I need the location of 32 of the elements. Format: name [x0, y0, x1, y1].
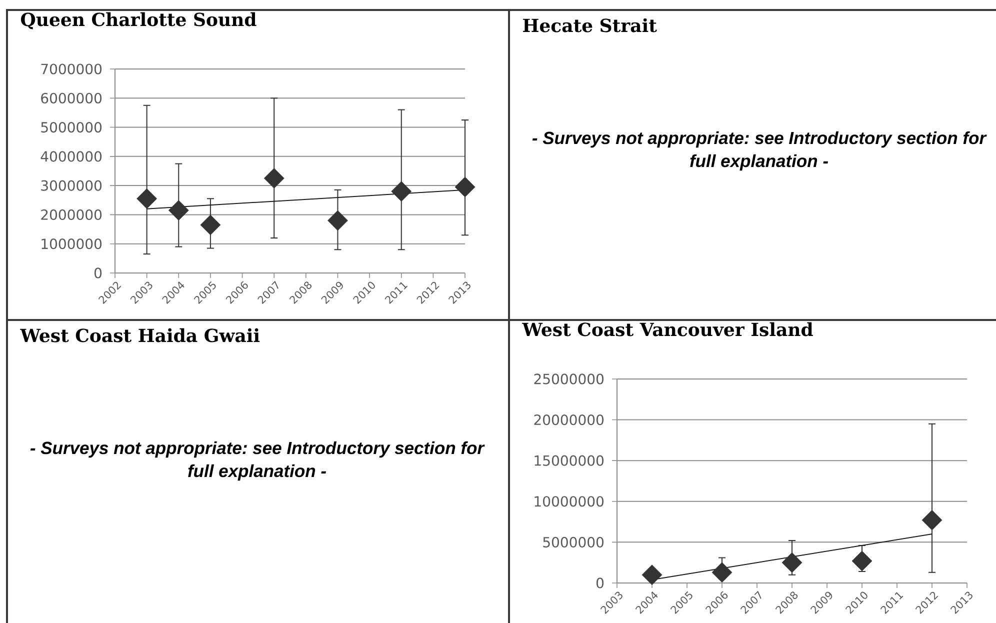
chart-title: West Coast Vancouver Island	[522, 322, 813, 336]
point	[782, 552, 802, 573]
y-tick-label: 5000000	[41, 122, 102, 133]
y-tick-label: 2000000	[41, 209, 102, 220]
y-tick-label: 0	[596, 578, 604, 588]
y-tick-label: 0	[94, 268, 102, 278]
y-tick-label: 6000000	[41, 92, 102, 104]
point	[922, 510, 942, 530]
point	[852, 550, 872, 572]
point	[328, 210, 348, 231]
y-tick-label: 25000000	[534, 374, 604, 384]
y-tick-label: 1000000	[42, 238, 102, 250]
point	[168, 200, 189, 221]
point	[454, 176, 476, 198]
y-tick-label: 7000000	[41, 64, 102, 74]
y-tick-label: 10000000	[534, 496, 604, 507]
point	[712, 562, 732, 583]
text: - Surveys not appropriate: see Introductory section for full explanation -	[30, 441, 485, 481]
point	[642, 564, 662, 586]
point	[391, 181, 412, 202]
text: Hecate Strait	[523, 18, 657, 32]
text: - Surveys not appropriate: see Introductory section for full explanation -	[532, 131, 987, 171]
point	[200, 214, 221, 236]
point	[136, 188, 158, 209]
chart-title: Queen Charlotte Sound	[20, 12, 256, 30]
y-tick-label: 5000000	[543, 536, 604, 548]
y-tick-label: 4000000	[40, 151, 102, 162]
text: West Coast Haida Gwaii	[20, 328, 260, 342]
y-tick-label: 20000000	[534, 414, 604, 426]
y-tick-label: 15000000	[534, 455, 604, 466]
y-tick-label: 3000000	[41, 180, 102, 191]
point	[264, 168, 284, 188]
